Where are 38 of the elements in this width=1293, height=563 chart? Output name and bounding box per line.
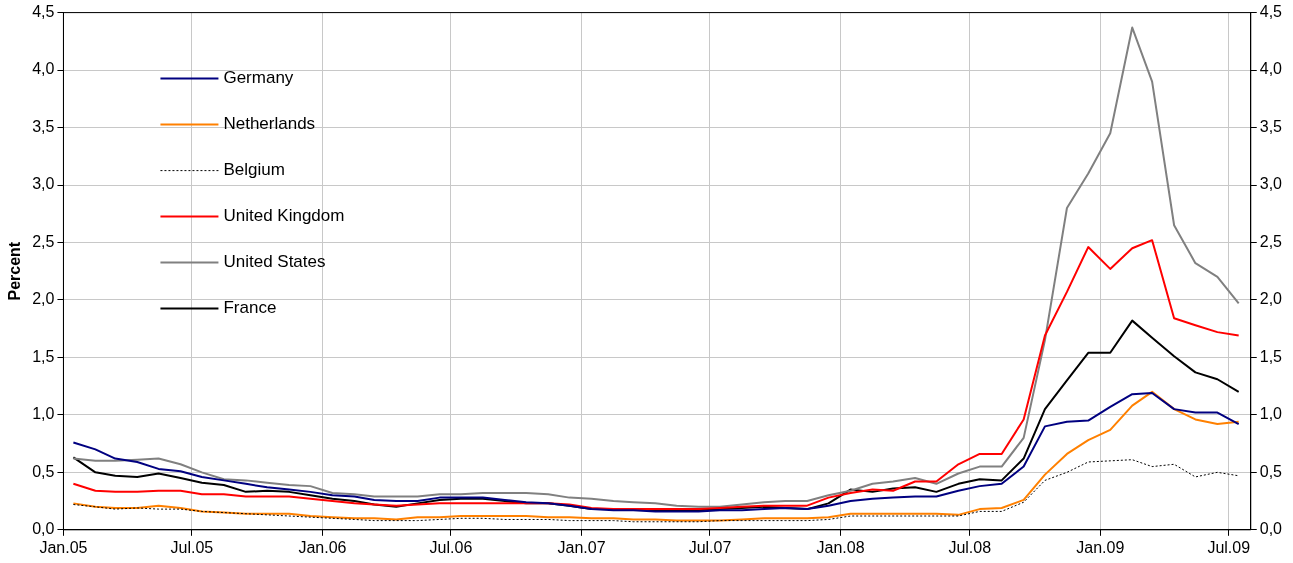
legend-label: Belgium — [223, 160, 285, 180]
legend-label: United Kingdom — [223, 206, 345, 226]
y-tick-label: 3,0 — [32, 175, 55, 193]
y2-tick-label: 4,5 — [1259, 3, 1283, 21]
legend-label: Netherlands — [223, 114, 316, 134]
y-tick-label: 0,5 — [32, 462, 55, 480]
y2-tick-label: 3,5 — [1259, 117, 1283, 135]
y-tick-label: 4,5 — [32, 3, 55, 21]
y2-tick-label: 2,5 — [1259, 232, 1283, 250]
line-series — [72, 459, 1240, 523]
y2-tick-label: 0,0 — [1259, 520, 1283, 538]
y-tick-label: 3,5 — [32, 117, 55, 135]
y2-tick-label: 2,0 — [1259, 290, 1283, 308]
y-tick-label: 1,0 — [32, 405, 55, 423]
y-tick-label: 1,5 — [32, 347, 55, 365]
x-tick-label: Jul.06 — [429, 538, 473, 556]
y-tick-label: 2,0 — [32, 290, 55, 308]
y-tick-label: 2,5 — [32, 232, 55, 250]
x-tick-label: Jul.07 — [688, 538, 732, 556]
legend-label: United States — [223, 252, 326, 272]
x-tick-label: Jan.08 — [816, 538, 865, 556]
y2-tick-label: 0,5 — [1259, 462, 1283, 480]
y2-tick-label: 1,0 — [1259, 405, 1283, 423]
x-tick-label: Jan.05 — [39, 538, 88, 556]
x-tick-label: Jan.09 — [1076, 538, 1125, 556]
legend-label: Germany — [223, 68, 294, 88]
x-tick-label: Jan.07 — [557, 538, 606, 556]
y-axis-title: Percent — [6, 241, 24, 301]
x-tick-label: Jul.08 — [948, 538, 992, 556]
legend-label: France — [223, 298, 277, 318]
y-tick-label: 4,0 — [32, 60, 55, 78]
y2-tick-label: 1,5 — [1259, 347, 1283, 365]
y2-tick-label: 4,0 — [1259, 60, 1283, 78]
x-tick-label: Jul.09 — [1207, 538, 1251, 556]
x-tick-label: Jan.06 — [298, 538, 347, 556]
y-tick-label: 0,0 — [32, 520, 55, 538]
y2-tick-label: 3,0 — [1259, 175, 1283, 193]
x-tick-label: Jul.05 — [170, 538, 214, 556]
